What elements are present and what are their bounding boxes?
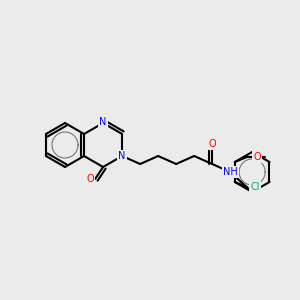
Text: N: N xyxy=(118,151,126,161)
Text: N: N xyxy=(99,117,107,127)
Text: O: O xyxy=(253,152,261,162)
Text: NH: NH xyxy=(223,167,238,177)
Text: Cl: Cl xyxy=(250,182,260,192)
Text: O: O xyxy=(86,174,94,184)
Text: O: O xyxy=(208,139,216,149)
